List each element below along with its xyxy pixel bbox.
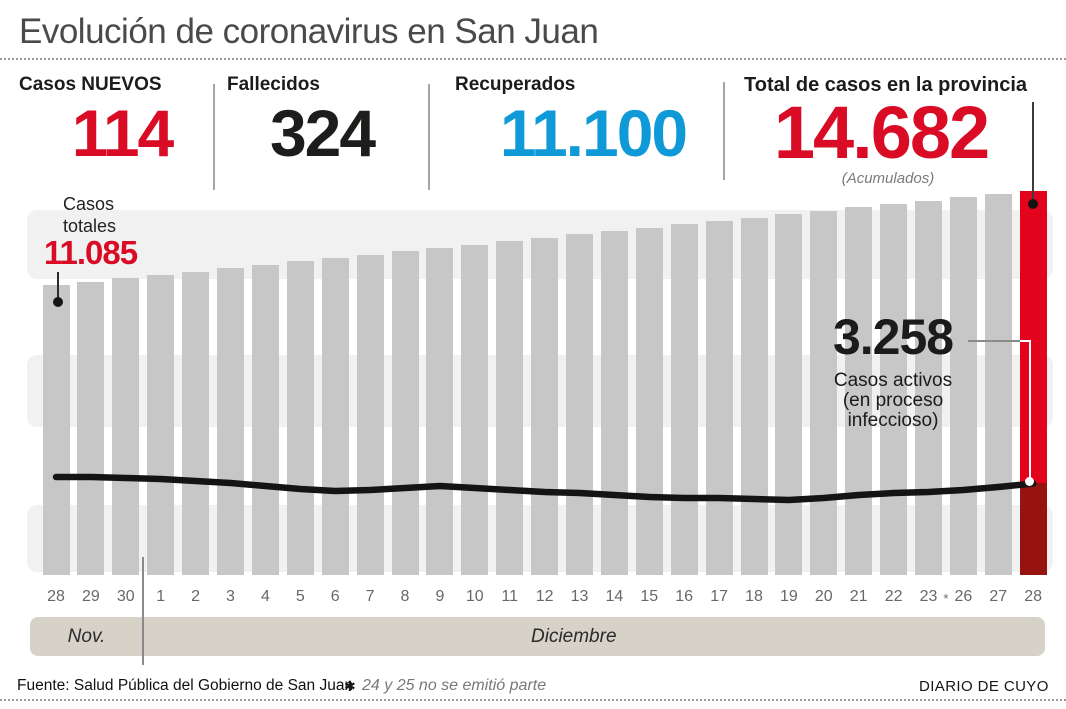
x-axis-label: 14 [605,588,624,605]
x-axis-label: 10 [465,588,484,605]
totals-callout-connector [57,272,59,299]
first-bar-data-point-dot [53,297,63,307]
stat-value-total-provincia: 14.682 [773,91,990,174]
bar-total [426,247,454,575]
x-axis-label: 29 [81,588,100,605]
bar-total [112,278,140,575]
x-axis-label: 22 [884,588,903,605]
active-cases-segment [1019,483,1047,575]
bar-total [182,271,210,575]
bar-total [286,261,314,575]
bottom-dotted-rule [0,699,1066,701]
bar-total [810,210,838,575]
bar-total [845,207,873,575]
x-axis-label: 15 [640,588,659,605]
bar-total [321,258,349,575]
x-axis-label: 27 [989,588,1008,605]
x-axis-label: 28 [1024,588,1043,605]
bar-total [217,268,244,575]
x-axis-label: 6 [330,588,340,605]
x-axis-label: 17 [710,588,728,605]
x-axis-label: 16 [675,588,694,605]
month-label-december: Diciembre [531,626,617,647]
bar-total [880,204,908,575]
x-axis-gap-marker: * [943,591,949,606]
x-axis-label: 28 [47,588,65,605]
bar-total [775,214,803,575]
bar-total [670,224,698,575]
active-cases-label: (en proceso [842,390,944,411]
x-axis-label: 2 [191,588,201,605]
x-axis-label: 13 [570,588,589,605]
page-title: Evolución de coronavirus en San Juan [19,12,599,51]
publisher-credit: DIARIO DE CUYO [919,678,1049,695]
active-cases-value: 3.258 [832,309,954,365]
x-axis-label: 1 [156,588,166,605]
bar-total [42,285,70,575]
x-axis-label: 3 [226,588,235,605]
x-axis-label: 19 [779,588,798,605]
footnote-text: 24 y 25 no se emitió parte [362,677,547,694]
stat-label-fallecidos: Fallecidos [227,74,320,95]
stat-value-casos-nuevos: 114 [71,96,174,170]
bar-total [740,217,768,575]
bar-total [461,244,489,575]
x-axis-label: 26 [954,588,973,605]
month-label-november: Nov. [67,626,106,647]
x-axis-label: 23 [919,588,938,605]
active-cases-label: infeccioso) [847,410,939,431]
last-bar-data-point-dot [1028,199,1038,209]
bar-total [356,254,384,575]
bar-total [949,197,977,575]
bar-total [147,274,175,575]
totals-callout-value: 11.085 [44,234,138,271]
x-axis-label: 18 [745,588,763,605]
active-cases-data-point-dot [1025,477,1034,486]
bar-total [915,200,942,575]
active-callout-connector [1020,340,1030,342]
stat-divider [428,84,430,190]
stat-label-casos-nuevos: Casos NUEVOS [19,74,162,95]
bar-total-highlight [1019,190,1047,575]
active-callout-connector [968,340,1020,342]
bar-total [600,231,628,575]
totals-callout-label: Casos [63,194,115,214]
bar-total [635,227,663,575]
x-axis-label: 20 [814,588,833,605]
active-cases-label: Casos activos [833,370,953,391]
x-axis-label: 9 [435,588,445,605]
bar-total [705,220,733,575]
x-axis-label: 4 [260,588,270,605]
active-callout-connector [1029,340,1031,482]
x-axis-label: 21 [849,588,868,605]
x-axis-label: 8 [400,588,410,605]
stat-value-recuperados: 11.100 [499,96,688,170]
top-dotted-rule [0,58,1066,60]
x-axis-label: 30 [116,588,135,605]
footnote-asterisk-icon: ✱ [344,678,356,694]
stat-divider [213,84,215,190]
bar-total [391,251,419,575]
bar-total [531,237,559,575]
bar-total [77,281,105,575]
stat-divider [723,82,725,180]
totals-callout-label: totales [63,216,117,236]
bar-total [984,193,1012,575]
x-axis-label: 12 [535,588,554,605]
month-axis-band [30,617,1045,656]
stat-note-acumulados: (Acumulados) [841,170,935,187]
bar-total [566,234,593,575]
source-text: Fuente: Salud Pública del Gobierno de Sa… [17,677,354,694]
month-divider-line [142,557,144,665]
stat-value-fallecidos: 324 [269,96,376,170]
stat-label-total-provincia: Total de casos en la provincia [744,74,1028,96]
total-stat-connector [1032,102,1034,201]
bar-total [496,241,524,575]
x-axis-label: 5 [295,588,305,605]
x-axis-label: 11 [501,588,518,605]
stat-label-recuperados: Recuperados [455,74,576,95]
x-axis-label: 7 [365,588,375,605]
bar-total [251,264,279,575]
